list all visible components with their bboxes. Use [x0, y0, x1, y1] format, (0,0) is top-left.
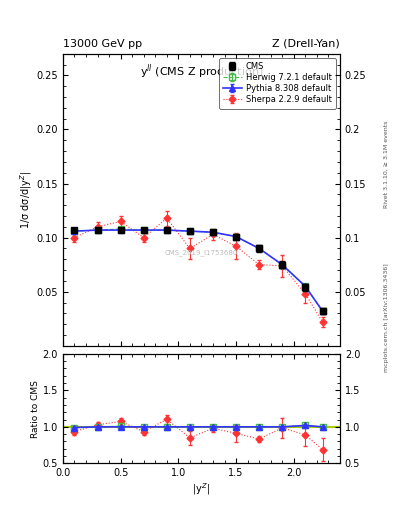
Text: mcplots.cern.ch [arXiv:1306.3436]: mcplots.cern.ch [arXiv:1306.3436] [384, 263, 389, 372]
Y-axis label: 1/σ dσ/d|y$^{Z}$|: 1/σ dσ/d|y$^{Z}$| [18, 170, 34, 229]
Y-axis label: Ratio to CMS: Ratio to CMS [31, 380, 40, 438]
Text: CMS_2019_I1753680: CMS_2019_I1753680 [165, 249, 238, 255]
Text: Rivet 3.1.10, ≥ 3.1M events: Rivet 3.1.10, ≥ 3.1M events [384, 120, 389, 207]
Text: 13000 GeV pp: 13000 GeV pp [63, 38, 142, 49]
X-axis label: |y$^{Z}$|: |y$^{Z}$| [192, 481, 211, 497]
Text: y$^{ll}$ (CMS Z production): y$^{ll}$ (CMS Z production) [140, 62, 263, 81]
Text: Z (Drell-Yan): Z (Drell-Yan) [272, 38, 340, 49]
Legend: CMS, Herwig 7.2.1 default, Pythia 8.308 default, Sherpa 2.2.9 default: CMS, Herwig 7.2.1 default, Pythia 8.308 … [219, 58, 336, 109]
